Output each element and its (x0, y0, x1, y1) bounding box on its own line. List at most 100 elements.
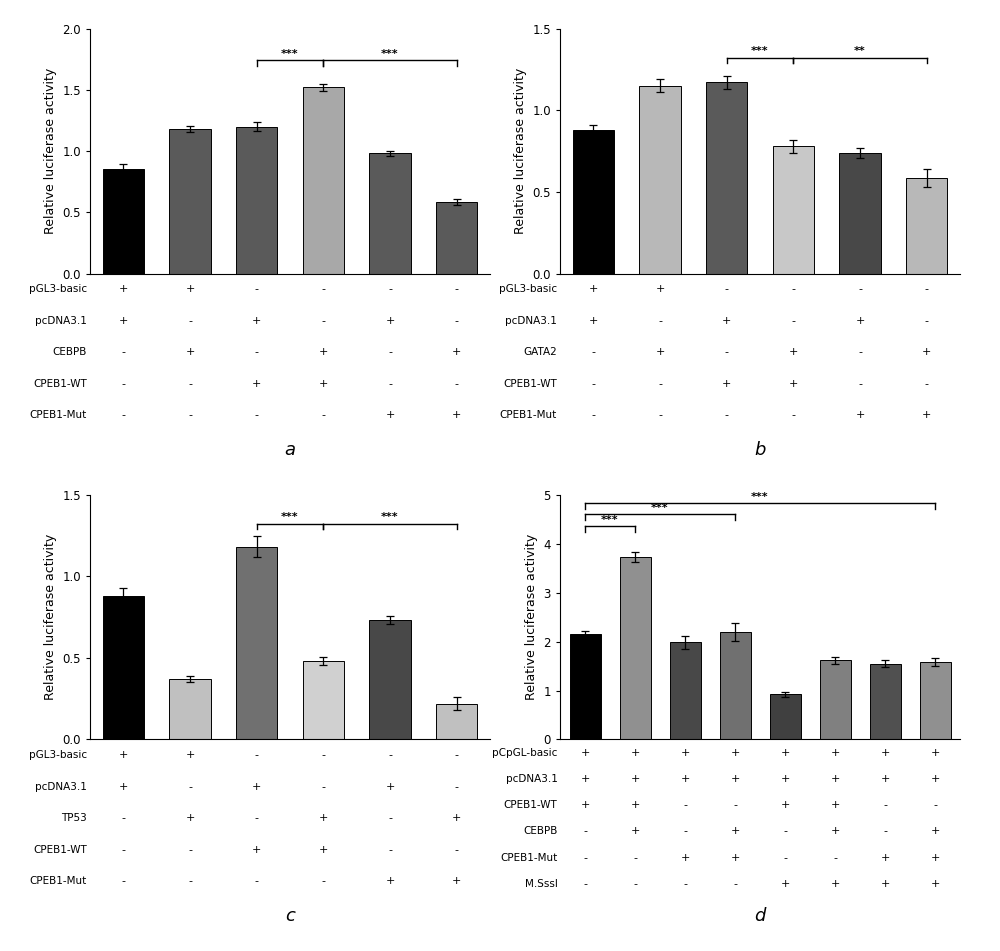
Text: -: - (858, 378, 862, 389)
Text: -: - (255, 347, 259, 358)
Text: +: + (119, 750, 128, 760)
Bar (906, 178, 947, 274)
Bar (303, 87, 344, 274)
Text: -: - (188, 876, 192, 886)
Text: -: - (591, 347, 595, 358)
Text: +: + (385, 782, 395, 792)
Text: +: + (789, 347, 798, 358)
Text: -: - (388, 844, 392, 855)
Text: pcDNA3.1: pcDNA3.1 (505, 316, 557, 326)
Text: +: + (780, 747, 790, 758)
Bar (706, 83, 747, 274)
Text: +: + (780, 774, 790, 784)
Text: +: + (730, 774, 740, 784)
Text: ***: *** (601, 514, 619, 525)
Text: +: + (385, 876, 395, 886)
Text: -: - (683, 879, 687, 889)
Text: +: + (580, 747, 590, 758)
Text: -: - (658, 378, 662, 389)
Y-axis label: Relative luciferase activity: Relative luciferase activity (525, 534, 538, 700)
Text: +: + (185, 813, 195, 824)
Text: -: - (583, 826, 587, 836)
Text: pGL3-basic: pGL3-basic (29, 750, 87, 760)
Text: +: + (930, 879, 940, 889)
Text: M.SssI: M.SssI (525, 879, 558, 889)
Text: ***: *** (281, 513, 299, 522)
Text: +: + (880, 853, 890, 863)
Bar (839, 153, 881, 274)
Text: -: - (925, 284, 929, 294)
Text: +: + (930, 853, 940, 863)
Text: +: + (252, 316, 261, 326)
Text: -: - (188, 378, 192, 389)
Text: -: - (455, 378, 459, 389)
Text: +: + (880, 774, 890, 784)
Bar (620, 556, 650, 740)
Text: b: b (754, 441, 766, 459)
Text: pcDNA3.1: pcDNA3.1 (506, 774, 558, 784)
Text: -: - (733, 879, 737, 889)
Text: +: + (722, 378, 731, 389)
Text: -: - (255, 410, 259, 420)
Text: +: + (252, 844, 261, 855)
Text: pcDNA3.1: pcDNA3.1 (35, 316, 87, 326)
Text: +: + (780, 879, 790, 889)
Text: +: + (319, 378, 328, 389)
Text: +: + (730, 853, 740, 863)
Text: pCpGL-basic: pCpGL-basic (492, 747, 558, 758)
Text: -: - (858, 347, 862, 358)
Text: ***: *** (751, 492, 769, 502)
Text: a: a (285, 441, 296, 459)
Text: +: + (185, 347, 195, 358)
Text: +: + (830, 800, 840, 810)
Bar (103, 595, 144, 740)
Text: -: - (121, 378, 125, 389)
Text: -: - (783, 853, 787, 863)
Text: +: + (319, 813, 328, 824)
Text: +: + (680, 774, 690, 784)
Text: -: - (833, 853, 837, 863)
Text: GATA2: GATA2 (523, 347, 557, 358)
Text: ***: *** (381, 513, 399, 522)
Text: -: - (121, 813, 125, 824)
Text: -: - (388, 750, 392, 760)
Bar (639, 86, 681, 274)
Bar (369, 620, 411, 740)
Bar (103, 168, 144, 274)
Text: +: + (385, 410, 395, 420)
Text: +: + (119, 284, 128, 294)
Text: -: - (791, 410, 795, 420)
Text: ***: *** (651, 502, 669, 513)
Text: +: + (589, 284, 598, 294)
Text: -: - (733, 800, 737, 810)
Text: -: - (255, 876, 259, 886)
Text: -: - (858, 284, 862, 294)
Text: -: - (121, 876, 125, 886)
Text: -: - (188, 782, 192, 792)
Text: +: + (630, 800, 640, 810)
Text: -: - (933, 800, 937, 810)
Text: -: - (591, 410, 595, 420)
Text: -: - (321, 876, 325, 886)
Bar (369, 153, 411, 274)
Text: -: - (633, 879, 637, 889)
Text: CPEB1-Mut: CPEB1-Mut (29, 876, 87, 886)
Text: -: - (658, 316, 662, 326)
Text: -: - (583, 853, 587, 863)
Text: -: - (683, 826, 687, 836)
Text: +: + (730, 826, 740, 836)
Text: +: + (580, 774, 590, 784)
Text: pcDNA3.1: pcDNA3.1 (35, 782, 87, 792)
Y-axis label: Relative luciferase activity: Relative luciferase activity (44, 534, 57, 700)
Text: -: - (321, 782, 325, 792)
Text: pGL3-basic: pGL3-basic (499, 284, 557, 294)
Text: +: + (855, 316, 865, 326)
Text: +: + (452, 876, 461, 886)
Text: +: + (855, 410, 865, 420)
Text: +: + (922, 347, 931, 358)
Text: -: - (388, 378, 392, 389)
Text: -: - (591, 378, 595, 389)
Text: -: - (255, 750, 259, 760)
Text: -: - (121, 844, 125, 855)
Text: +: + (680, 747, 690, 758)
